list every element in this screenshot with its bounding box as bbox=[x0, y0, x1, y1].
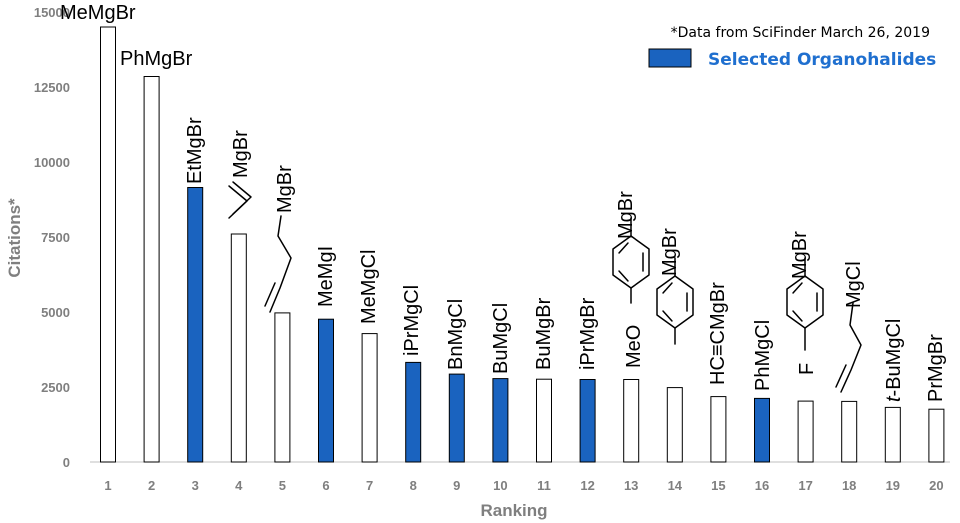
x-tick-label: 10 bbox=[493, 478, 507, 493]
x-tick-label: 7 bbox=[366, 478, 373, 493]
bar-label: PrMgBr bbox=[925, 334, 947, 402]
x-tick-label: 20 bbox=[929, 478, 943, 493]
x-tick-label: 18 bbox=[842, 478, 856, 493]
bar-label: iPrMgCl bbox=[401, 285, 423, 356]
bar-label: HC≡CMgBr bbox=[707, 282, 729, 385]
benzene-ring-inner bbox=[618, 242, 629, 254]
allyl-double-bond bbox=[264, 282, 276, 307]
x-tick-label: 16 bbox=[755, 478, 769, 493]
vinyl-bond bbox=[232, 181, 252, 215]
bar-label: BuMgBr bbox=[533, 297, 555, 370]
y-tick-label: 10000 bbox=[34, 155, 70, 170]
fluoro-label: F bbox=[796, 363, 818, 375]
bar-label: t-BuMgCl bbox=[883, 319, 905, 402]
bar-label: MgBr bbox=[789, 231, 811, 279]
bar-6 bbox=[318, 318, 334, 463]
x-tick-label: 8 bbox=[410, 478, 417, 493]
y-tick-label: 12500 bbox=[34, 80, 70, 95]
bar-18 bbox=[841, 400, 858, 463]
x-tick-label: 15 bbox=[711, 478, 725, 493]
x-tick-label: 19 bbox=[886, 478, 900, 493]
allyl-double-bond bbox=[835, 364, 847, 388]
bar-label: MeMgCl bbox=[358, 250, 380, 324]
bar-label: MgBr bbox=[659, 228, 681, 276]
x-tick-label: 3 bbox=[192, 478, 199, 493]
y-tick-label: 0 bbox=[63, 455, 70, 470]
bar-label: PhMgCl bbox=[752, 320, 774, 391]
bar-5 bbox=[274, 312, 291, 463]
bar-12 bbox=[579, 379, 596, 463]
bar-label: MeMgBr bbox=[60, 2, 136, 24]
legend-label: Selected Organohalides bbox=[708, 50, 936, 70]
bar-labels: MeMgBr PhMgBr EtMgBr MgBr MgBr MeMgI MeMgCl iPr… bbox=[60, 2, 947, 402]
bar-16 bbox=[754, 397, 770, 463]
bar-11 bbox=[536, 378, 552, 463]
chemical-structures: MeO F bbox=[228, 181, 862, 393]
x-tick-label: 14 bbox=[668, 478, 683, 493]
y-tick-label: 2500 bbox=[41, 380, 70, 395]
bar-label: EtMgBr bbox=[184, 117, 206, 184]
x-tick-label: 5 bbox=[279, 478, 286, 493]
bar-13 bbox=[623, 379, 640, 463]
bar-7 bbox=[361, 333, 378, 463]
benzene-ring-inner bbox=[662, 282, 673, 294]
x-tick-label: 1 bbox=[104, 478, 111, 493]
x-tick-label: 12 bbox=[580, 478, 594, 493]
allyl-chain bbox=[840, 302, 862, 393]
x-tick-labels: 1 2 3 4 5 6 7 8 9 10 11 12 13 14 15 16 17 18 19 20 bbox=[104, 478, 943, 493]
bar-15 bbox=[710, 396, 727, 463]
bar-19 bbox=[884, 406, 901, 463]
bar-label: MgBr bbox=[230, 130, 252, 178]
bars bbox=[100, 26, 945, 463]
bar-label: BnMgCl bbox=[445, 299, 467, 370]
bar-1 bbox=[100, 26, 116, 463]
y-axis-title: Citations* bbox=[5, 198, 24, 278]
bar-label: MgCl bbox=[843, 261, 865, 308]
bar-3 bbox=[187, 187, 204, 463]
source-note: *Data from SciFinder March 26, 2019 bbox=[671, 25, 930, 41]
benzene-ring-inner bbox=[662, 310, 673, 322]
bar-label: MgBr bbox=[274, 165, 296, 213]
bar-9 bbox=[448, 373, 465, 463]
bar-8 bbox=[405, 361, 422, 463]
x-tick-label: 4 bbox=[235, 478, 243, 493]
legend-swatch bbox=[648, 48, 692, 68]
bar-label: iPrMgBr bbox=[577, 297, 599, 370]
benzene-ring-inner bbox=[792, 310, 803, 322]
x-tick-label: 11 bbox=[537, 478, 551, 493]
bar-17 bbox=[797, 400, 814, 463]
vinyl-double-bond bbox=[228, 185, 248, 219]
x-tick-label: 17 bbox=[798, 478, 812, 493]
bar-2 bbox=[143, 76, 160, 463]
allyl-chain bbox=[269, 215, 292, 313]
x-tick-label: 6 bbox=[322, 478, 329, 493]
y-tick-label: 7500 bbox=[41, 230, 70, 245]
bar-10 bbox=[492, 378, 509, 463]
bar-label: PhMgBr bbox=[120, 48, 193, 70]
x-axis-title: Ranking bbox=[480, 501, 547, 520]
methoxy-label: MeO bbox=[623, 325, 645, 368]
x-tick-label: 13 bbox=[624, 478, 638, 493]
benzene-ring-inner bbox=[618, 270, 629, 282]
y-tick-label: 15000 bbox=[34, 5, 70, 20]
x-tick-label: 2 bbox=[148, 478, 155, 493]
y-tick-label: 5000 bbox=[41, 305, 70, 320]
bar-label: MgBr bbox=[615, 191, 637, 239]
y-tick-labels: 0 2500 5000 7500 10000 12500 15000 bbox=[34, 5, 70, 470]
bar-label: MeMgI bbox=[315, 246, 337, 307]
bar-14 bbox=[666, 387, 683, 463]
benzene-ring-inner bbox=[792, 282, 803, 294]
bar-label: BuMgCl bbox=[490, 303, 512, 374]
x-tick-label: 9 bbox=[453, 478, 460, 493]
bar-20 bbox=[928, 408, 945, 463]
bar-4 bbox=[230, 233, 247, 463]
